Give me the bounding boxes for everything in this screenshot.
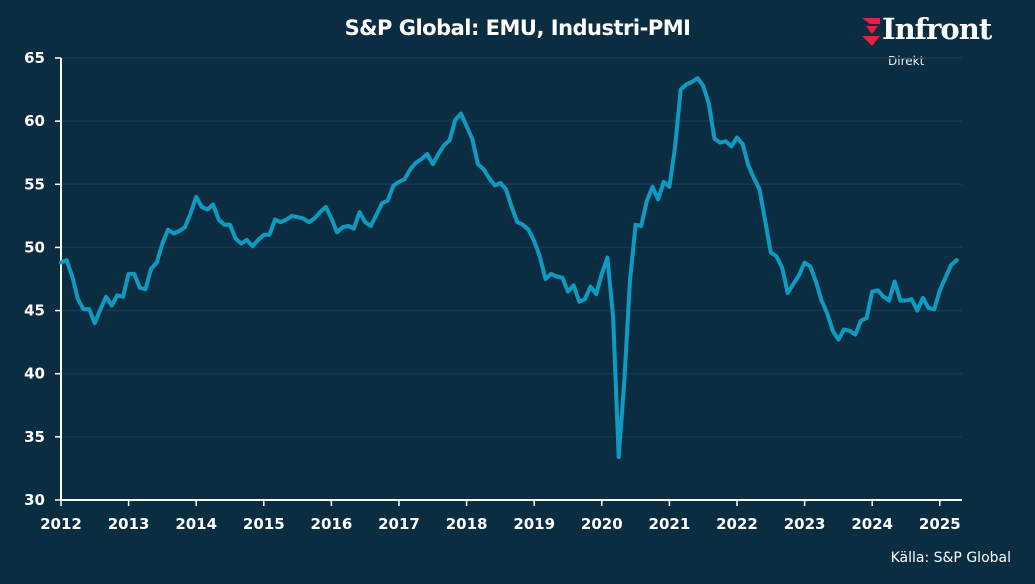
x-tick-label: 2023 bbox=[784, 515, 826, 533]
x-tick-label: 2014 bbox=[175, 515, 217, 533]
x-tick-label: 2018 bbox=[446, 515, 488, 533]
y-tick-label: 60 bbox=[24, 112, 45, 130]
x-tick-label: 2015 bbox=[243, 515, 285, 533]
logo-wordmark: Infront bbox=[882, 12, 992, 46]
y-tick-label: 35 bbox=[24, 428, 45, 446]
y-tick-label: 45 bbox=[24, 302, 45, 320]
chart-title: S&P Global: EMU, Industri-PMI bbox=[344, 16, 691, 40]
x-tick-label: 2013 bbox=[108, 515, 150, 533]
x-tick-label: 2017 bbox=[378, 515, 420, 533]
series-line-emu-pmi bbox=[59, 76, 959, 460]
y-tick-label: 65 bbox=[24, 49, 45, 67]
x-tick-label: 2020 bbox=[581, 515, 623, 533]
x-tick-label: 2022 bbox=[716, 515, 758, 533]
x-tick-label: 2019 bbox=[513, 515, 555, 533]
x-tick-label: 2021 bbox=[649, 515, 691, 533]
x-tick-label: 2025 bbox=[919, 515, 961, 533]
x-axis: 2012 2013 2014 2015 2016 2017 2018 2019 2020 2021… bbox=[40, 499, 962, 533]
infront-mark-icon bbox=[862, 18, 880, 46]
x-tick-label: 2024 bbox=[851, 515, 893, 533]
source-note: Källa: S&P Global bbox=[890, 550, 1011, 566]
y-tick-label: 30 bbox=[24, 491, 45, 509]
y-tick-label: 40 bbox=[24, 365, 45, 383]
y-tick-label: 55 bbox=[24, 175, 45, 193]
y-axis: 30 35 40 45 50 55 60 65 bbox=[24, 49, 62, 509]
x-tick-label: 2012 bbox=[40, 515, 82, 533]
y-tick-label: 50 bbox=[24, 238, 45, 256]
grid-lines bbox=[61, 57, 962, 438]
x-tick-label: 2016 bbox=[311, 515, 353, 533]
